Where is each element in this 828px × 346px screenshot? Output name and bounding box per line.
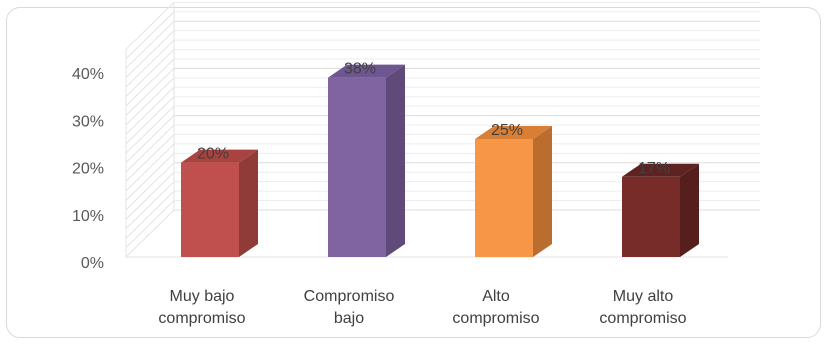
x-tick-label: Compromiso bajo bbox=[304, 288, 395, 327]
data-label: 38% bbox=[344, 61, 376, 78]
x-tick-label-line: Muy alto bbox=[613, 288, 674, 305]
side-gridline bbox=[125, 115, 175, 163]
side-gridline bbox=[125, 49, 175, 97]
side-gridline bbox=[125, 30, 175, 78]
bar-front bbox=[181, 162, 239, 257]
data-label: 25% bbox=[491, 122, 523, 139]
side-gridline bbox=[125, 209, 175, 258]
data-labels: 20% 38% 25% 17% bbox=[197, 61, 670, 177]
side-gridline bbox=[125, 96, 175, 145]
x-tick-label: Muy bajo compromiso bbox=[158, 288, 245, 327]
side-gridline bbox=[125, 39, 175, 88]
x-tick-label: Muy alto compromiso bbox=[599, 288, 686, 327]
bar-top bbox=[622, 163, 699, 177]
bar-side bbox=[386, 64, 405, 257]
side-gridline bbox=[125, 1, 175, 50]
bar-side bbox=[680, 163, 699, 257]
x-axis: Muy bajo compromiso Compromiso bajo Alto comp… bbox=[158, 288, 686, 327]
side-gridline bbox=[125, 153, 175, 201]
x-tick-label-line: compromiso bbox=[452, 310, 539, 327]
side-gridline bbox=[125, 20, 175, 69]
side-gridline bbox=[125, 190, 175, 239]
side-gridline bbox=[125, 181, 175, 230]
bar bbox=[328, 64, 405, 257]
bar-side bbox=[533, 126, 552, 257]
x-tick-label-line: Alto bbox=[482, 288, 510, 305]
side-gridline bbox=[125, 162, 175, 211]
bar bbox=[622, 163, 699, 257]
side-gridline bbox=[125, 11, 175, 60]
side-gridline bbox=[125, 86, 175, 135]
side-gridline bbox=[125, 200, 175, 248]
bar-top bbox=[328, 64, 405, 78]
bars bbox=[181, 64, 699, 257]
y-axis: 0% 10% 20% 30% 40% bbox=[72, 66, 104, 272]
y-tick-label: 20% bbox=[72, 161, 104, 178]
bar-side bbox=[239, 149, 258, 257]
bar bbox=[475, 126, 552, 257]
x-tick-label: Alto compromiso bbox=[452, 288, 539, 327]
y-tick-label: 30% bbox=[72, 113, 104, 130]
data-label: 20% bbox=[197, 146, 229, 163]
x-tick-label-line: compromiso bbox=[158, 310, 245, 327]
x-tick-label-line: bajo bbox=[334, 310, 364, 327]
side-gridline bbox=[125, 58, 175, 107]
side-gridline bbox=[125, 77, 175, 126]
bar-top bbox=[181, 149, 258, 163]
side-gridline bbox=[125, 134, 175, 182]
data-label: 17% bbox=[638, 160, 670, 177]
side-gridline bbox=[125, 105, 175, 154]
side-gridline bbox=[125, 171, 175, 220]
x-tick-label-line: Muy bajo bbox=[170, 288, 235, 305]
y-tick-label: 10% bbox=[72, 208, 104, 225]
y-tick-label: 40% bbox=[72, 66, 104, 83]
y-tick-label: 0% bbox=[81, 255, 104, 272]
bar-top bbox=[475, 126, 552, 139]
bar bbox=[181, 149, 258, 257]
side-gridline bbox=[125, 124, 175, 173]
side-gridline bbox=[125, 68, 175, 116]
x-tick-label-line: Compromiso bbox=[304, 288, 395, 305]
x-tick-label-line: compromiso bbox=[599, 310, 686, 327]
bar-front bbox=[622, 176, 680, 257]
bar-front bbox=[328, 77, 386, 257]
bar-front bbox=[475, 139, 533, 257]
side-gridline bbox=[125, 143, 175, 192]
